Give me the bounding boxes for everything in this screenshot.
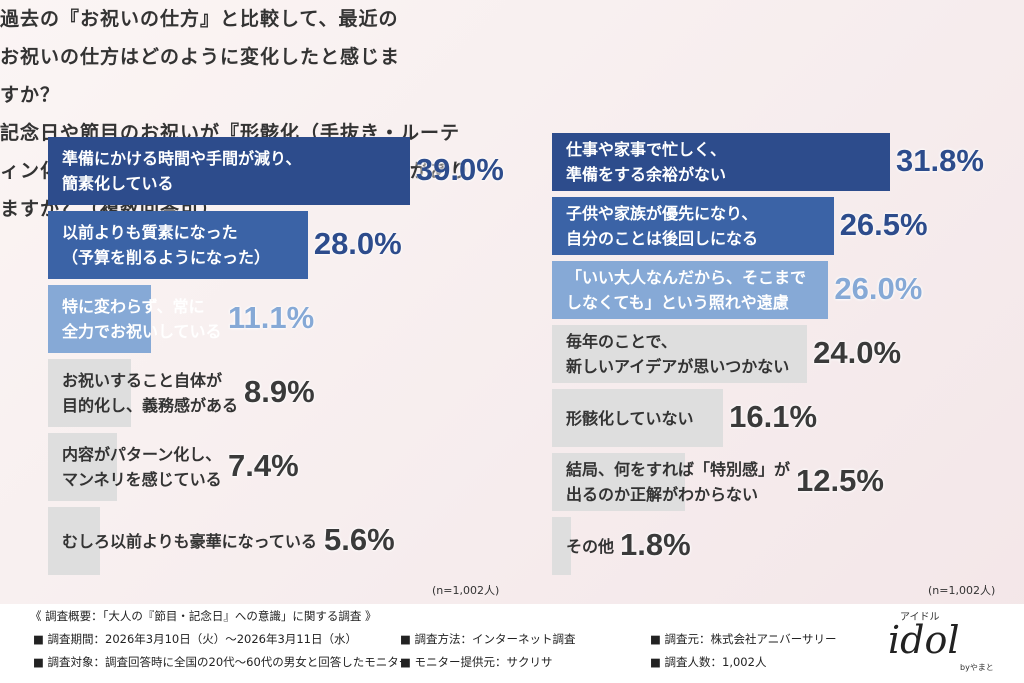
category-label: むしろ以前よりも豪華になっている	[62, 531, 317, 551]
value-label: 7.4%	[228, 448, 299, 483]
bar	[552, 261, 829, 319]
category-label: 準備にかける時間や手間が減り、 簡素化している	[62, 149, 302, 193]
logo: idol	[888, 618, 960, 662]
category-label: 子供や家族が優先になり、 自分のことは後回しになる	[566, 204, 759, 248]
footer: 《 調査概要：「大人の『節目・記念日』への意識」に関する調査 》 ■ 調査期間：…	[0, 604, 1024, 683]
category-label: 仕事や家事で忙しく、 準備をする余裕がない	[566, 140, 727, 184]
logo-kana: アイドル	[900, 612, 940, 623]
bar	[552, 133, 891, 191]
footer-item: ■ 調査期間：2026年3月10日（火）～2026年3月11日（水）	[33, 632, 357, 646]
value-label: 5.6%	[324, 522, 395, 557]
logo-sub: byやまと	[960, 663, 994, 672]
value-label: 31.8%	[896, 143, 984, 178]
value-label: 24.0%	[813, 335, 902, 370]
footer-item: ■ モニター提供元：サクリサ	[400, 655, 553, 669]
value-label: 8.9%	[244, 374, 315, 409]
value-label: 39.0%	[415, 152, 504, 187]
bar	[552, 389, 724, 447]
bar	[48, 359, 131, 427]
category-label: 以前よりも質素になった （予算を削るようになった）	[62, 223, 271, 267]
sample-note: (n=1,002人)	[928, 584, 996, 597]
bar	[552, 517, 572, 575]
value-label: 16.1%	[729, 399, 818, 434]
footer-item: ■ 調査対象：調査回答時に全国の20代～60代の男女と回答したモニター	[33, 655, 411, 669]
category-label: 毎年のことで、 新しいアイデアが思いつかない	[566, 332, 790, 376]
category-label: 形骸化していない	[566, 408, 694, 428]
footer-item: ■ 調査人数：1,002人	[650, 655, 767, 669]
bar	[552, 325, 808, 383]
value-label: 28.0%	[313, 226, 402, 261]
bar	[552, 197, 834, 255]
category-label: 結局、何をすれば「特別感」が 出るのか正解がわからない	[566, 460, 791, 504]
chart-title: 過去の『お祝いの仕方』と比較して、最近のお祝いの仕方はどのように変化したと感じま…	[0, 8, 401, 106]
value-label: 11.1%	[228, 300, 315, 335]
footer-item: ■ 調査元：株式会社アニバーサリー	[650, 632, 837, 646]
value-label: 12.5%	[796, 463, 884, 498]
bar	[48, 433, 117, 501]
footer-title: 《 調査概要：「大人の『節目・記念日』への意識」に関する調査 》	[30, 609, 377, 623]
bar	[48, 285, 151, 353]
value-label: 26.5%	[839, 207, 928, 242]
bar	[48, 211, 308, 279]
bar	[48, 137, 410, 205]
bar	[552, 453, 685, 511]
sample-note: (n=1,002人)	[432, 584, 500, 597]
category-label: 「いい大人なんだから、そこまで しなくても」という照れや遠慮	[566, 268, 807, 312]
value-label: 26.0%	[834, 271, 923, 306]
value-label: 1.8%	[620, 527, 691, 562]
category-label: 特に変わらず、常に 全力でお祝いしている	[62, 297, 222, 341]
category-label: 内容がパターン化し、 マンネリを感じている	[62, 445, 222, 489]
footer-item: ■ 調査方法：インターネット調査	[400, 632, 576, 646]
bar	[48, 507, 100, 575]
category-label: お祝いすること自体が 目的化し、義務感がある	[62, 371, 239, 415]
category-label: その他	[566, 536, 615, 556]
